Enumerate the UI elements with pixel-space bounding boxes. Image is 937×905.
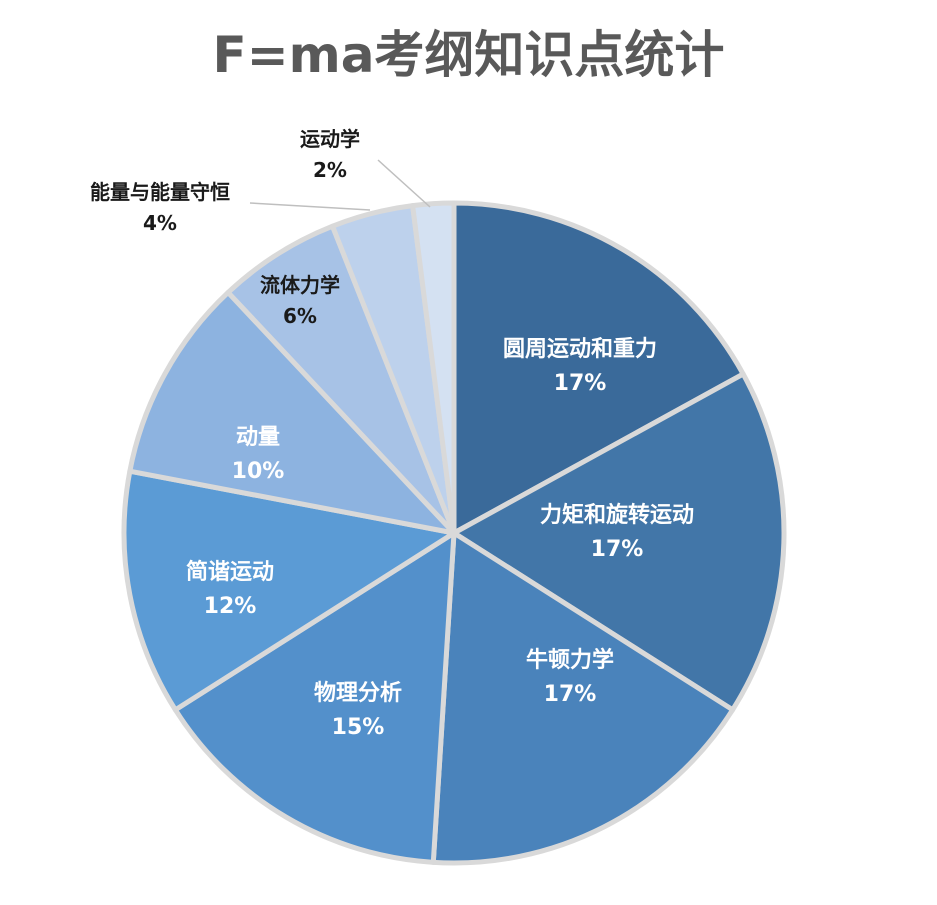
slice-category-label: 力矩和旋转运动 (540, 502, 694, 528)
slice-category-label: 动量 (236, 425, 280, 450)
slice-category-label: 运动学 (300, 127, 360, 151)
slice-category-label: 圆周运动和重力 (503, 337, 657, 362)
slice-percent-label: 4% (143, 211, 177, 235)
slice-category-label: 流体力学 (260, 273, 340, 297)
leader-line (377, 159, 431, 208)
slice-percent-label: 2% (313, 158, 347, 182)
slice-percent-label: 17% (591, 537, 644, 562)
pie-slice (430, 530, 736, 866)
pie-slice (127, 289, 457, 536)
slice-category-label: 牛顿力学 (526, 647, 614, 673)
leader-line (249, 202, 371, 211)
pie-slice (451, 371, 787, 713)
leader-lines (249, 159, 431, 211)
pie-slices (121, 200, 787, 866)
pie-slice (121, 468, 457, 713)
pie-slice (172, 530, 457, 865)
slice-category-label: 物理分析 (314, 680, 402, 706)
pie-slice (410, 200, 457, 536)
slice-percent-label: 12% (204, 594, 257, 619)
pie-slice (451, 200, 746, 536)
slice-percent-label: 6% (283, 304, 317, 328)
slice-percent-label: 15% (332, 715, 385, 740)
slice-percent-label: 17% (554, 371, 607, 396)
slice-percent-label: 10% (232, 459, 285, 484)
slice-labels: 圆周运动和重力 17% 力矩和旋转运动 17% 牛顿力学 17% 物理分析 15% 简谐运动 12… (90, 127, 694, 740)
slice-category-label: 能量与能量守恒 (90, 180, 230, 204)
slice-category-label: 简谐运动 (186, 559, 274, 585)
slice-percent-label: 17% (544, 682, 597, 707)
chart-title: F=ma考纲知识点统计 (212, 26, 725, 84)
